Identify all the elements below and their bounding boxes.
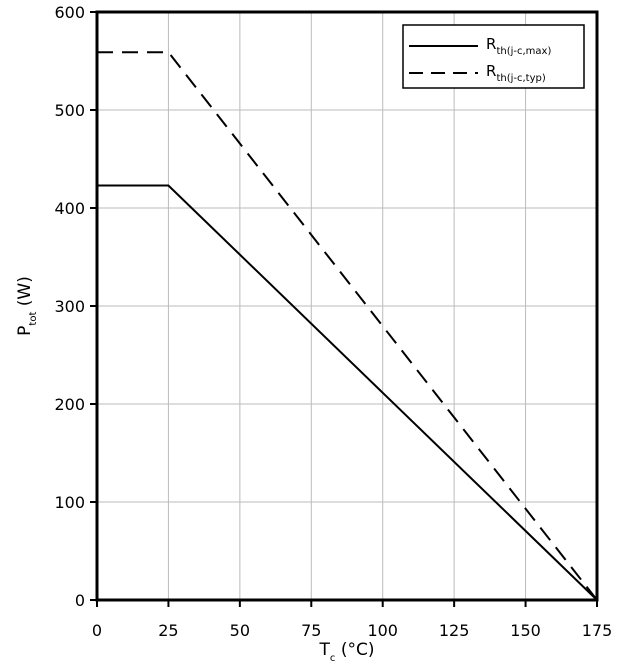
y-tick-label: 600 xyxy=(54,3,85,22)
x-tick-label: 75 xyxy=(301,621,321,640)
legend-label-max-main: R xyxy=(486,35,496,53)
y-tick-label: 100 xyxy=(54,493,85,512)
x-axis-label-rest: (°C) xyxy=(335,640,374,660)
legend-label-max-sub: th(j-c,max) xyxy=(496,46,551,57)
x-tick-label: 125 xyxy=(439,621,470,640)
x-axis-label: Tc (°C) xyxy=(319,640,375,664)
x-tick-label: 0 xyxy=(92,621,102,640)
x-tick-label: 25 xyxy=(158,621,178,640)
x-axis-label-sub: c xyxy=(330,653,336,664)
legend-label-typ-sub: th(j-c,typ) xyxy=(496,73,545,84)
y-tick-label: 300 xyxy=(54,297,85,316)
y-axis-label-rest: (W) xyxy=(15,276,35,311)
series-line-0 xyxy=(97,184,598,601)
x-tick-label: 100 xyxy=(367,621,398,640)
legend-label-typ: Rth(j-c,typ) xyxy=(486,62,546,84)
legend-label-max: Rth(j-c,max) xyxy=(486,35,551,57)
legend: Rth(j-c,max) Rth(j-c,typ) xyxy=(402,24,585,89)
legend-box xyxy=(402,24,585,89)
y-axis-label-main: P xyxy=(15,326,35,336)
x-axis-label-main: T xyxy=(319,640,331,660)
series-lines xyxy=(97,51,598,601)
legend-label-typ-main: R xyxy=(486,62,496,80)
y-tick-label: 400 xyxy=(54,199,85,218)
y-axis-label: Ptot (W) xyxy=(15,276,39,336)
series-line-1 xyxy=(97,51,598,601)
x-tick-label: 50 xyxy=(230,621,250,640)
axis-ticks: 0 25 50 75 100 125 150 175 0 100 200 300 400 500 600 xyxy=(54,3,612,640)
x-tick-label: 175 xyxy=(582,621,613,640)
y-tick-label: 200 xyxy=(54,395,85,414)
y-tick-label: 0 xyxy=(75,591,85,610)
x-tick-label: 150 xyxy=(510,621,541,640)
grid-lines xyxy=(96,11,598,601)
y-tick-label: 500 xyxy=(54,101,85,120)
y-axis-label-sub: tot xyxy=(28,312,39,326)
